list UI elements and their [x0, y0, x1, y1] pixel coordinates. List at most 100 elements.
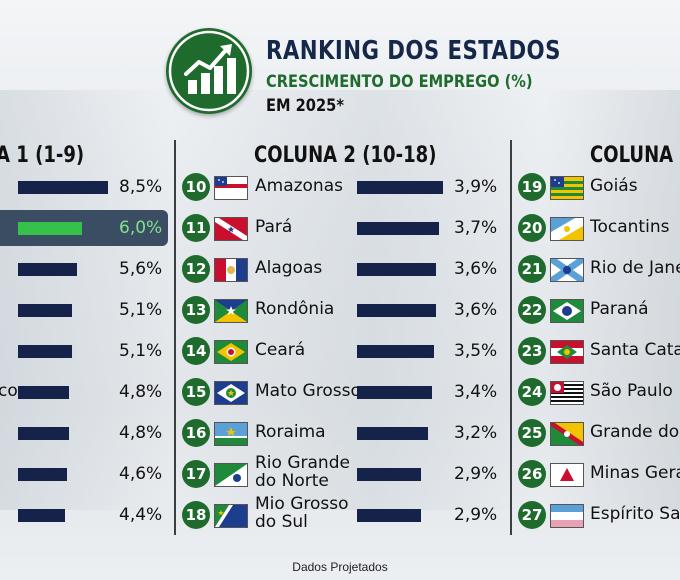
column-2-header: COLUNA 2 (10-18): [254, 143, 437, 168]
value-label: 3,5%: [454, 341, 498, 361]
rank-badge: 12: [182, 255, 210, 283]
state-name: Paraná: [590, 299, 649, 319]
rank-badge: 14: [182, 337, 210, 365]
state-name-line2: do Sul: [255, 512, 308, 532]
state-name: Espírito Sant: [590, 504, 680, 524]
rank-badge: 24: [518, 378, 546, 406]
rank-badge: 27: [518, 501, 546, 529]
value-bar: [357, 304, 437, 317]
value-label: 3,6%: [454, 300, 498, 320]
value-label: 3,7%: [454, 218, 498, 238]
page-subtitle: CRESCIMENTO DO EMPREGO (%): [266, 72, 533, 92]
state-name: Mato Grosso: [255, 381, 361, 401]
ceara-flag: [214, 340, 248, 364]
header: RANKING DOS ESTADOS CRESCIMENTO DO EMPRE…: [0, 0, 680, 125]
value-label: 3,6%: [454, 259, 498, 279]
value-bar: [357, 427, 428, 440]
para-flag: [214, 217, 248, 241]
value-label: 5,1%: [119, 341, 163, 361]
value-bar: [18, 181, 108, 194]
roraima-flag: [214, 422, 248, 446]
state-name: Ceará: [255, 340, 306, 360]
value-bar: [357, 386, 432, 399]
minas-gerais-flag: [550, 463, 584, 487]
rank-badge: 19: [518, 173, 546, 201]
rank-badge: 21: [518, 255, 546, 283]
espirito-santo-flag: [550, 504, 584, 528]
rank-badge: 22: [518, 296, 546, 324]
rank-badge: 13: [182, 296, 210, 324]
rank-badge: 25: [518, 419, 546, 447]
value-label: 4,8%: [119, 382, 163, 402]
rank-badge: 18: [182, 501, 210, 529]
value-bar: [18, 386, 69, 399]
rio-grande-do-sul-flag: [550, 422, 584, 446]
page-title: RANKING DOS ESTADOS: [266, 36, 561, 66]
value-bar: [357, 345, 435, 358]
state-name: Grande do S: [590, 422, 680, 442]
value-label: 6,0%: [119, 218, 163, 238]
state-name: Roraima: [255, 422, 326, 442]
goias-flag: [550, 176, 584, 200]
state-name: Minas Gerais: [590, 463, 680, 483]
value-label: 2,9%: [454, 464, 498, 484]
rio-de-janeiro-flag: [550, 258, 584, 282]
tocantins-flag: [550, 217, 584, 241]
state-name-line1: Mio Grosso: [255, 494, 349, 514]
value-bar: [357, 509, 421, 522]
rio-grande-do-norte-flag: [214, 463, 248, 487]
state-name: Goiás: [590, 176, 638, 196]
column-divider: [510, 140, 512, 535]
value-bar: [18, 345, 72, 358]
state-name: Tocantins: [590, 217, 670, 237]
state-name: Alagoas: [255, 258, 323, 278]
rank-badge: 20: [518, 214, 546, 242]
state-name-line1: Rio Grande: [255, 453, 350, 473]
footer-note: Dados Projetados: [292, 560, 388, 574]
alagoas-flag: [214, 258, 248, 282]
santa-catarina-flag: [550, 340, 584, 364]
page-subtitle-year: EM 2025*: [266, 96, 344, 116]
value-label: 3,4%: [454, 382, 498, 402]
value-label: 4,6%: [119, 464, 163, 484]
value-bar: [18, 468, 67, 481]
state-name-line2: do Norte: [255, 471, 329, 491]
column-1-header: A 1 (1-9): [0, 143, 85, 168]
state-name: Pará: [255, 217, 293, 237]
rank-badge: 17: [182, 460, 210, 488]
value-label: 2,9%: [454, 505, 498, 525]
value-label: 4,4%: [119, 505, 163, 525]
rank-badge: 26: [518, 460, 546, 488]
value-bar: [18, 509, 65, 522]
value-label: 8,5%: [119, 177, 163, 197]
value-bar: [357, 468, 421, 481]
value-bar: [357, 263, 437, 276]
growth-chart-icon: [166, 28, 252, 114]
state-name: Rio de Janei: [590, 258, 680, 278]
value-label: 5,6%: [119, 259, 163, 279]
value-bar: [18, 427, 69, 440]
rondonia-flag: [214, 299, 248, 323]
mato-grosso-do-sul-flag: [214, 504, 248, 528]
value-bar: [18, 263, 78, 276]
sao-paulo-flag: [550, 381, 584, 405]
value-label: 5,1%: [119, 300, 163, 320]
column-3-header: COLUNA 3: [590, 143, 680, 168]
state-name: Amazonas: [255, 176, 343, 196]
value-bar: [357, 181, 443, 194]
state-name: Rondônia: [255, 299, 335, 319]
state-name: São Paulo: [590, 381, 673, 401]
rank-badge: 11: [182, 214, 210, 242]
column-divider: [174, 140, 176, 535]
state-name: co: [0, 381, 18, 401]
value-bar: [357, 222, 439, 235]
rank-badge: 23: [518, 337, 546, 365]
state-name: Santa Catari: [590, 340, 680, 360]
value-bar: [18, 304, 72, 317]
value-bar: [18, 222, 82, 235]
value-label: 3,2%: [454, 423, 498, 443]
value-label: 3,9%: [454, 177, 498, 197]
amazonas-flag: [214, 176, 248, 200]
mato-grosso-flag: [214, 381, 248, 405]
value-label: 4,8%: [119, 423, 163, 443]
